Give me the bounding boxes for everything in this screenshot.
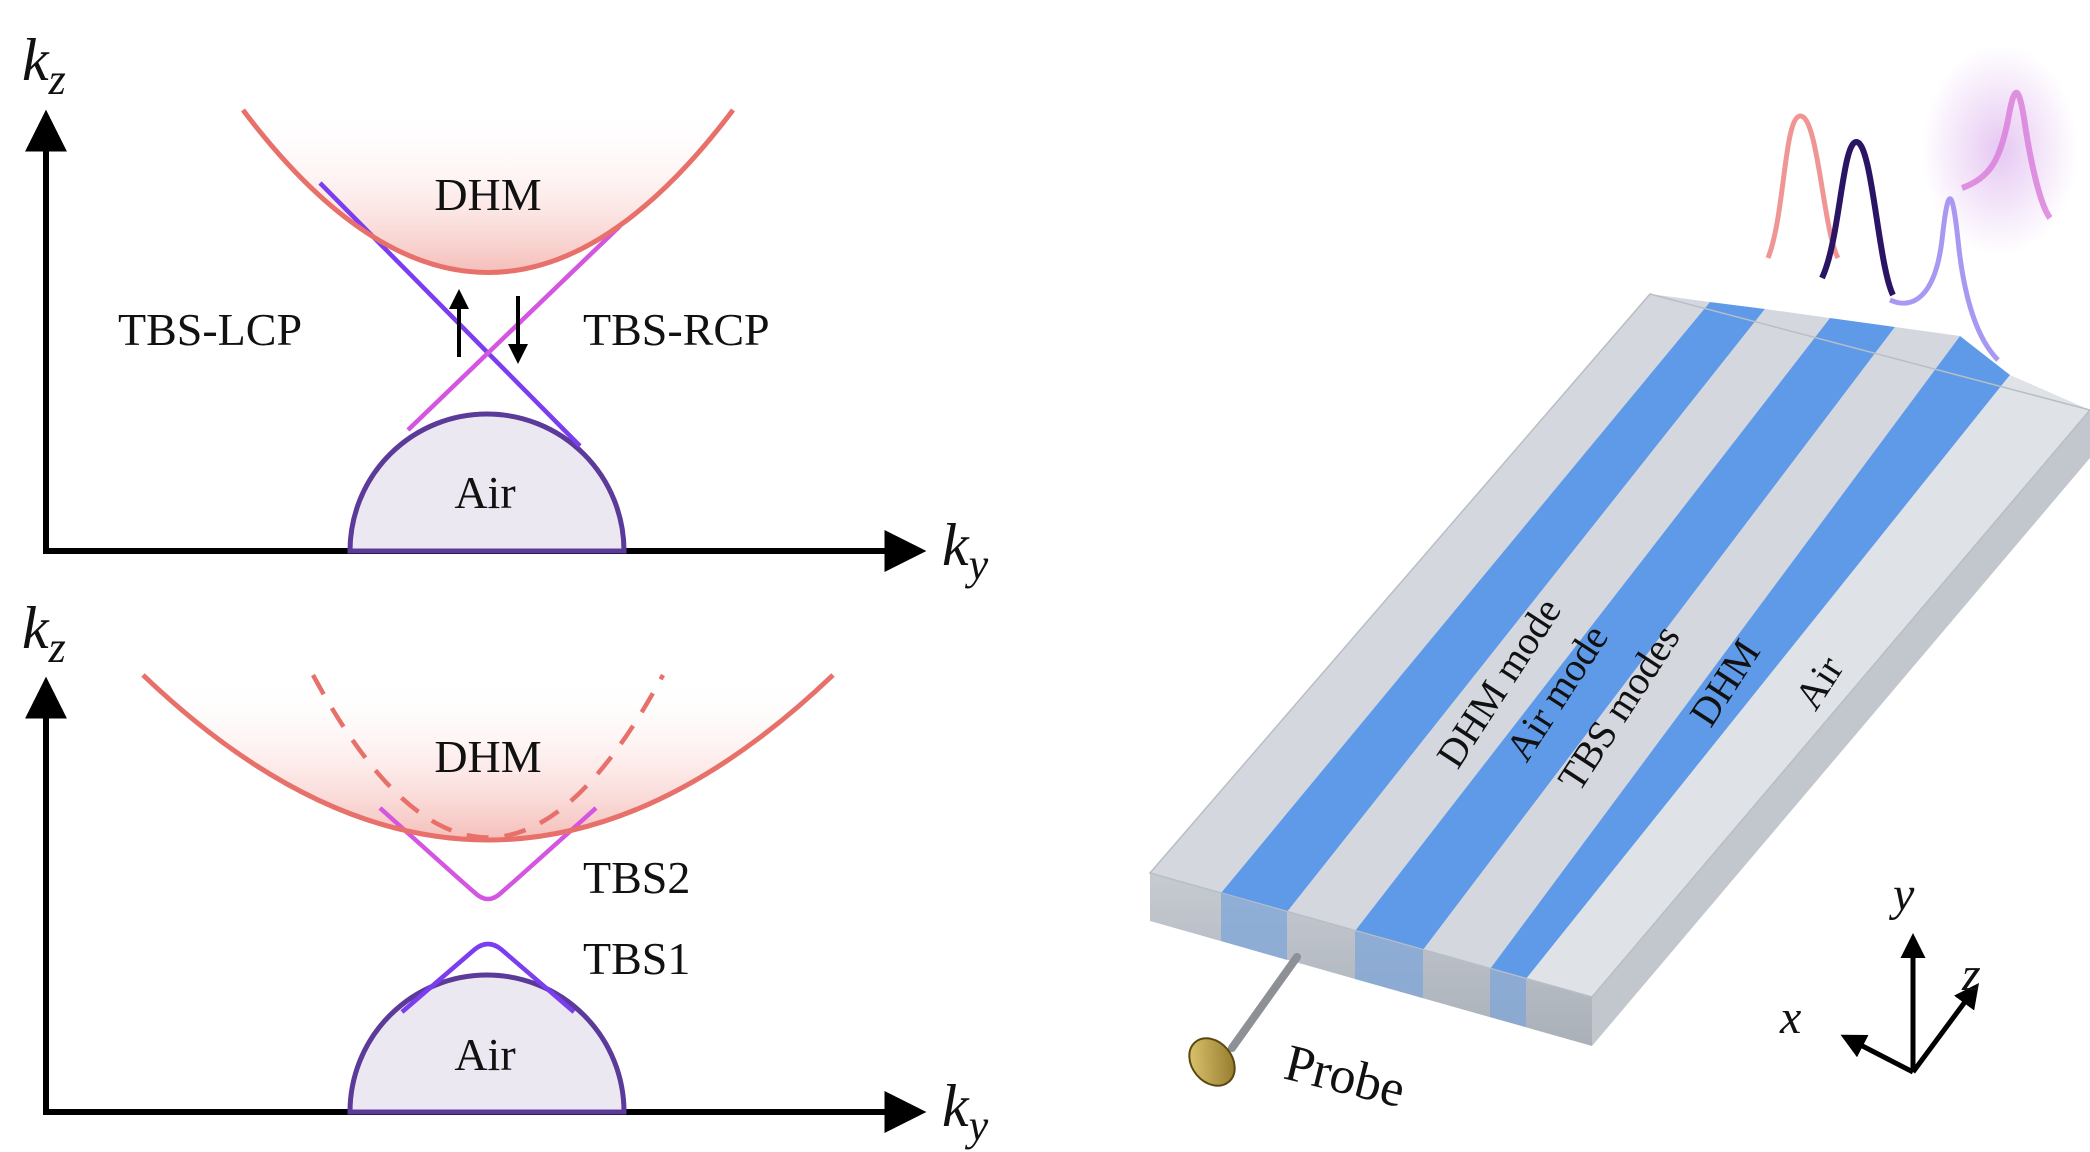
slab-side-face <box>1592 410 2090 1046</box>
bottom-air-label: Air <box>454 1029 515 1080</box>
front-tint-2 <box>1355 931 1423 998</box>
stripe-dhm-mode <box>1150 294 1710 893</box>
top-dhm-label: DHM <box>434 169 541 220</box>
stripe-right-blue <box>1490 336 2010 979</box>
bottom-y-axis-label: kz <box>22 595 66 672</box>
top-y-axis-label: kz <box>22 27 66 104</box>
bottom-x-axis-label: ky <box>942 1073 989 1150</box>
bottom-dhm-dashed-curve <box>311 673 665 840</box>
top-dhm-curve <box>241 108 735 275</box>
top-air-label: Air <box>454 467 515 518</box>
bottom-dhm-label: DHM <box>434 731 541 782</box>
stripe-air-mode <box>1221 302 1765 912</box>
peak-dhm <box>1765 113 1841 260</box>
axis-x-label: x <box>1779 991 1801 1044</box>
tbs1-curve <box>400 941 576 1014</box>
axis-z-label: z <box>1961 948 1981 1001</box>
probe-rod <box>1228 953 1301 1052</box>
device-illustration: DHM mode Air mode TBS modes DHM Air Prob <box>1148 45 2090 1119</box>
bottom-dhm-curve <box>141 673 835 843</box>
peak-air <box>1819 139 1896 297</box>
peak-dhm-right <box>1960 89 2053 220</box>
probe-label: Probe <box>1279 1034 1411 1119</box>
stripe-right-edge <box>1526 375 2090 997</box>
x-axis-arrow <box>1840 1034 1915 1075</box>
coordinate-axes: y z x <box>1779 868 1981 1075</box>
tbs2-curve <box>378 806 598 902</box>
front-tint-3 <box>1490 969 1526 1027</box>
peak-tbs <box>1888 196 2000 362</box>
front-tint-1 <box>1221 893 1287 960</box>
stripe-dhm <box>1355 318 1895 950</box>
tbs-rcp-label: TBS-RCP <box>583 304 770 355</box>
axis-y-label: y <box>1888 868 1915 921</box>
top-x-axis-label: ky <box>942 512 989 589</box>
tbs-lcp-label: TBS-LCP <box>118 304 302 355</box>
bottom-panel: DHM Air TBS2 TBS1 kz ky <box>22 595 989 1150</box>
tbs1-label: TBS1 <box>583 933 690 984</box>
probe-tip-icon <box>1188 1037 1236 1087</box>
bottom-air-region <box>347 972 627 1115</box>
field-profiles <box>1765 45 2078 362</box>
top-air-region <box>347 411 627 554</box>
tbs2-label: TBS2 <box>583 852 690 903</box>
slab-top-outline <box>1148 293 2090 998</box>
top-tbs-rcp-curve <box>406 224 622 432</box>
stripe-tbs-modes <box>1287 309 1830 931</box>
z-axis-arrow <box>1910 982 1979 1074</box>
stripe-air <box>1423 327 1960 969</box>
slab-top-stripes <box>1150 294 2090 997</box>
top-panel: DHM Air TBS-LCP TBS-RCP kz ky <box>22 27 989 589</box>
